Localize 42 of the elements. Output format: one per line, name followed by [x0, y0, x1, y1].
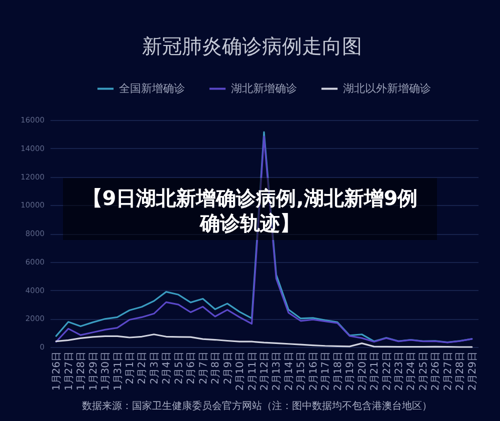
x-tick-label: 1月27日 [64, 352, 75, 391]
x-tick-label: 2月5日 [174, 352, 185, 384]
x-tick-label: 2月1日 [124, 352, 136, 384]
annotation: 【9日湖北新增确诊病例,湖北新增9例确诊轨迹】 [81, 186, 419, 236]
x-tick-label: 2月2日 [137, 352, 148, 384]
x-tick-label: 2月8日 [210, 352, 222, 384]
x-tick-label: 2月24日 [406, 352, 418, 391]
x-tick-label: 1月29日 [88, 352, 100, 391]
x-tick-label: 2月21日 [370, 352, 381, 391]
x-tick-label: 2月4日 [162, 352, 173, 384]
x-tick-label: 2月11日 [247, 352, 258, 391]
x-tick-label: 2月13日 [272, 352, 283, 391]
x-tick-label: 1月26日 [52, 352, 63, 391]
x-tick-label: 2月29日 [467, 352, 478, 391]
x-tick-label: 2月20日 [357, 352, 368, 391]
x-tick-label: 2月22日 [382, 352, 393, 391]
legend-label: 全国新增确诊 [119, 82, 185, 95]
legend-label: 湖北新增确诊 [231, 82, 297, 95]
line-series [55, 334, 473, 348]
x-tick-label: 1月30日 [100, 352, 112, 391]
x-tick-label: 2月14日 [284, 352, 295, 391]
x-tick-label: 2月16日 [308, 352, 320, 391]
x-tick-label: 1月28日 [76, 352, 88, 391]
x-tick-label: 2月27日 [442, 352, 454, 391]
legend-label: 湖北以外新增确诊 [343, 82, 431, 95]
x-tick-label: 2月17日 [320, 352, 332, 391]
x-tick-label: 1月31日 [112, 352, 124, 391]
x-tick-label: 2月6日 [186, 352, 198, 384]
x-tick-label: 2月15日 [296, 352, 308, 391]
chart-title: 新冠肺炎确诊病例走向图 [142, 34, 362, 58]
x-tick-label: 2月3日 [149, 352, 160, 384]
x-tick-label: 2月9日 [222, 352, 234, 384]
x-tick-label: 2月25日 [418, 352, 430, 391]
x-tick-label: 2月23日 [394, 352, 406, 391]
x-tick-label: 2月12日 [260, 352, 270, 391]
x-tick-label: 2月7日 [198, 352, 210, 384]
x-tick-label: 2月18日 [332, 352, 344, 391]
x-tick-label: 2月10日 [235, 352, 246, 391]
x-tick-label: 2月19日 [345, 352, 356, 391]
x-tick-label: 2月28日 [455, 352, 466, 391]
x-tick-label: 2月26日 [430, 352, 442, 391]
source-note: 数据来源：国家卫生健康委员会官方网站（注：图中数据均不包含港澳台地区） [82, 400, 432, 412]
